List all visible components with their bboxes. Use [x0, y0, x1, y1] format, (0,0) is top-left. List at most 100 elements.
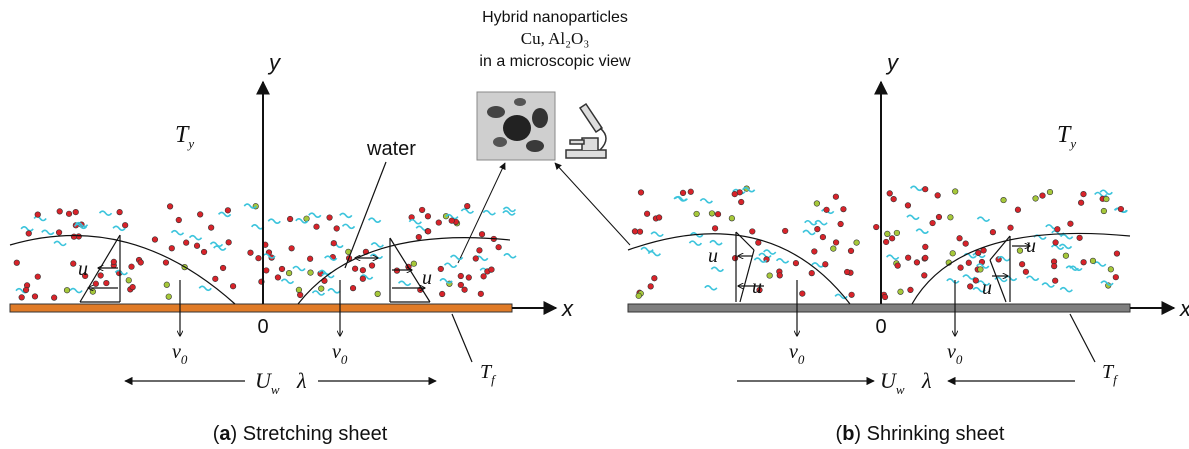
nanoparticle: [478, 291, 484, 297]
water-molecule: [1094, 262, 1106, 266]
water-molecule: [445, 263, 457, 267]
nanoparticle: [958, 265, 964, 271]
nanoparticle: [1081, 191, 1087, 197]
nanoparticle: [93, 281, 99, 287]
nanoparticle: [449, 218, 455, 224]
nanoparticle: [894, 230, 900, 236]
nanoparticle: [1108, 267, 1114, 273]
nanoparticle: [844, 269, 850, 275]
nanoparticle: [479, 231, 485, 237]
nanoparticle: [90, 289, 96, 295]
nanoparticle: [130, 284, 136, 290]
nanoparticle: [35, 274, 41, 280]
suction-velocity-subscript: 0: [181, 352, 188, 367]
water-molecule: [172, 231, 184, 235]
nanoparticle: [898, 289, 904, 295]
nanoparticle: [126, 278, 132, 284]
nanoparticle: [882, 294, 888, 300]
nanoparticle: [848, 248, 854, 254]
velocity-label: u: [752, 276, 762, 298]
panel-label: b: [842, 423, 854, 445]
suction-velocity: v0: [332, 341, 348, 367]
nanoparticle: [782, 228, 788, 234]
nanoparticle: [375, 291, 381, 297]
callout-line: in a microscopic view: [479, 53, 631, 70]
water-molecule: [312, 291, 324, 295]
nanoparticle: [176, 217, 182, 223]
parameter-label: λ: [296, 368, 307, 393]
nanoparticle: [756, 240, 762, 246]
water-molecule: [764, 250, 776, 254]
nanoparticle: [694, 211, 700, 217]
wall-temperature-subscript: f: [1113, 372, 1119, 387]
nanoparticle: [637, 229, 643, 235]
nanoparticle: [767, 273, 773, 279]
water-molecule: [700, 199, 712, 203]
callout-arrow: [555, 163, 630, 245]
nanoparticle: [895, 263, 901, 269]
suction-velocity-symbol: v: [332, 341, 341, 363]
nanoparticle: [905, 255, 911, 261]
water-molecule: [369, 218, 381, 222]
wall-velocity: Uw: [880, 368, 905, 397]
water-molecule: [916, 229, 928, 233]
nanoparticle: [225, 208, 231, 214]
nanoparticle: [712, 226, 718, 232]
nanoparticle: [248, 250, 254, 256]
nanoparticle: [1101, 208, 1107, 214]
nanoparticle: [914, 260, 920, 266]
water-molecule: [711, 267, 723, 271]
ambient-temperature-subscript: y: [1068, 136, 1076, 151]
velocity-label: u: [1026, 235, 1036, 257]
nanoparticle: [331, 240, 337, 246]
water-molecule: [1100, 190, 1112, 194]
water-molecule: [815, 221, 827, 225]
nanoparticle: [307, 256, 313, 262]
nanoparticle: [923, 255, 929, 261]
water-molecule: [100, 211, 112, 215]
nanoparticle: [369, 263, 375, 269]
nanoparticle: [732, 191, 738, 197]
water-molecule: [907, 215, 919, 219]
nanoparticle: [314, 224, 320, 230]
water-molecule: [54, 241, 66, 245]
nanoparticle: [212, 276, 218, 282]
nanoparticle: [263, 268, 269, 274]
suction-velocity-subscript: 0: [341, 352, 348, 367]
nanoparticle: [838, 221, 844, 227]
nanoparticle: [458, 273, 464, 279]
nanoparticle: [833, 194, 839, 200]
nanoparticle: [296, 287, 302, 293]
nanoparticle: [230, 283, 236, 289]
suction-velocity-symbol: v: [947, 341, 956, 363]
suction-velocity: v0: [172, 341, 188, 367]
wall-temperature: Tf: [1102, 361, 1119, 387]
water-molecule: [190, 236, 202, 240]
nanoparticle: [23, 287, 29, 293]
nanoparticle: [1047, 189, 1053, 195]
nanoparticle: [1040, 193, 1046, 199]
callout-line: Cu, Al₂O₃: [521, 29, 590, 48]
nanoparticle: [1052, 278, 1058, 284]
water-molecule: [409, 220, 421, 224]
nanoparticle: [978, 267, 984, 273]
nanoparticle: [334, 226, 340, 232]
nanoparticle: [1081, 259, 1087, 265]
nanoparticle: [1017, 248, 1023, 254]
water-molecule: [887, 255, 899, 259]
nanoparticle: [950, 251, 956, 257]
nanoparticle: [98, 273, 104, 279]
nanoparticle: [948, 215, 954, 221]
line: [736, 232, 754, 250]
nanoparticle: [1118, 206, 1124, 212]
nanoparticle: [887, 191, 893, 197]
nanoparticle: [1114, 251, 1120, 257]
nanoparticle: [164, 282, 170, 288]
nanoparticle: [117, 209, 123, 215]
nanoparticle: [436, 220, 442, 226]
nanoparticle: [256, 255, 262, 261]
nanoparticle: [952, 189, 958, 195]
nanoparticle: [1068, 221, 1074, 227]
nanoparticle: [419, 207, 425, 213]
velocity-label: u: [78, 258, 88, 280]
